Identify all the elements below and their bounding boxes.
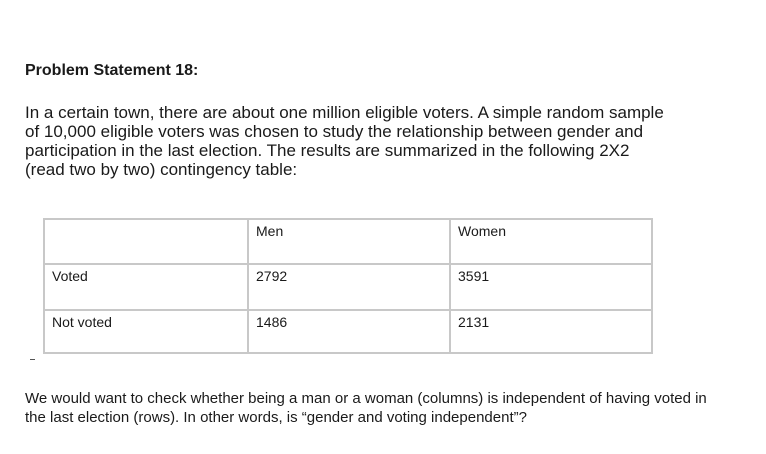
cell-voted-women: 3591 bbox=[450, 264, 652, 310]
row-label-voted: Voted bbox=[44, 264, 248, 310]
cell-not-voted-women: 2131 bbox=[450, 310, 652, 353]
header-cell-empty bbox=[44, 219, 248, 264]
header-cell-men: Men bbox=[248, 219, 450, 264]
problem-heading: Problem Statement 18: bbox=[25, 62, 198, 80]
header-cell-women: Women bbox=[450, 219, 652, 264]
contingency-table: Men Women Voted 2792 3591 Not voted 1486… bbox=[43, 218, 653, 354]
closing-paragraph: We would want to check whether being a m… bbox=[25, 389, 725, 427]
table-row-not-voted: Not voted 1486 2131 bbox=[44, 310, 652, 353]
row-label-not-voted: Not voted bbox=[44, 310, 248, 353]
intro-paragraph: In a certain town, there are about one m… bbox=[25, 103, 665, 179]
cell-not-voted-men: 1486 bbox=[248, 310, 450, 353]
stray-dash-mark bbox=[30, 359, 35, 360]
table-row-voted: Voted 2792 3591 bbox=[44, 264, 652, 310]
cell-voted-men: 2792 bbox=[248, 264, 450, 310]
table-header-row: Men Women bbox=[44, 219, 652, 264]
